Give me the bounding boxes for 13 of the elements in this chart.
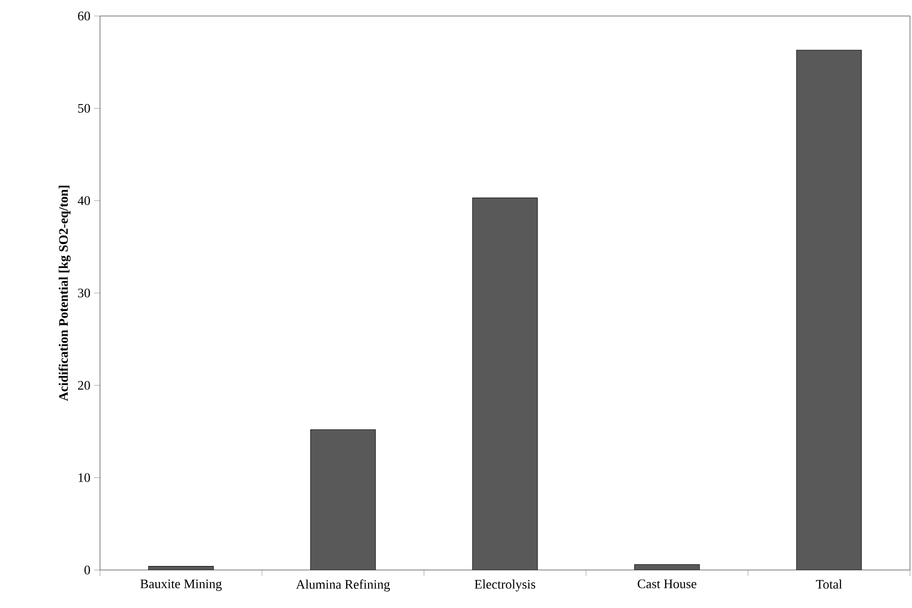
x-tick-label: Cast House (638, 580, 696, 588)
x-tick-label: Bauxite Mining (140, 580, 222, 591)
x-tick-label: Electrolysis (474, 580, 536, 592)
y-axis-title: Acidification Potential [kg SO2-eq/ton] (58, 186, 71, 402)
y-tick-label: 40 (78, 196, 90, 206)
y-tick-label: 10 (78, 473, 90, 482)
x-tick-label: Alumina Refining (296, 580, 390, 592)
y-tick-label: 60 (78, 12, 90, 20)
y-tick-label: 50 (78, 104, 90, 113)
y-tick-label: 0 (84, 566, 90, 574)
x-tick-label: Total (816, 580, 842, 589)
y-tick-label: 20 (78, 380, 90, 390)
y-tick-label: 30 (78, 288, 90, 298)
